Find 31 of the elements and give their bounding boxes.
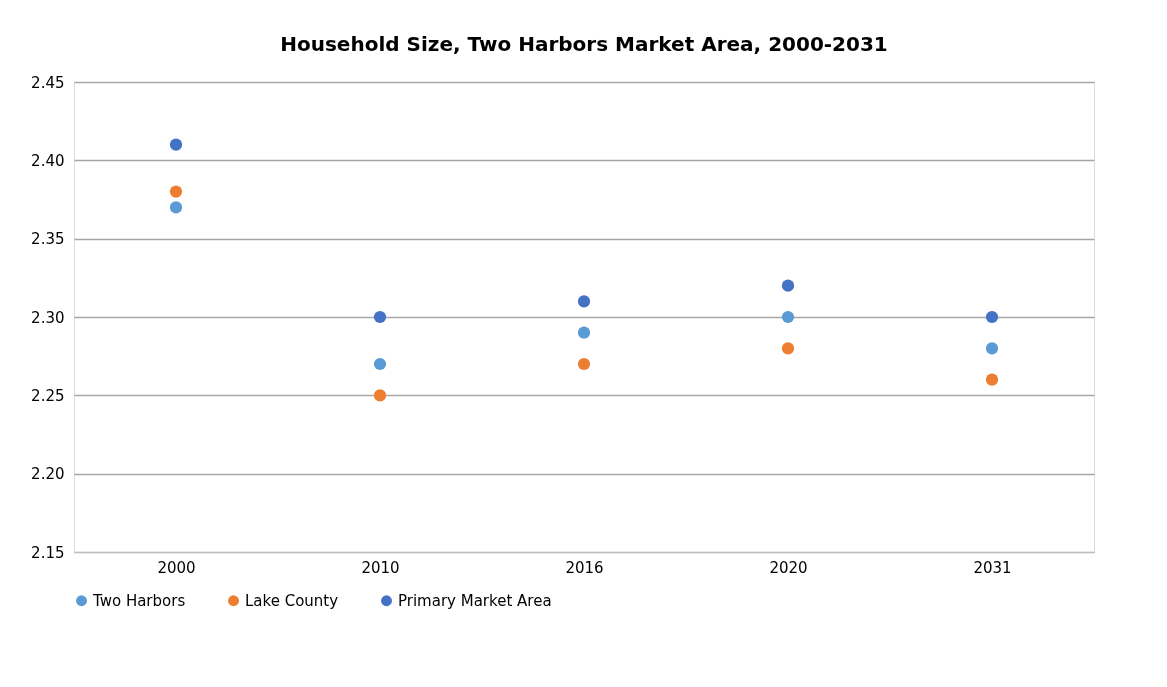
point: [169, 201, 183, 214]
x-tick-label: 2010: [361, 558, 400, 577]
x-tick-label: 2020: [769, 558, 808, 577]
legend-label: Primary Market Area: [398, 591, 552, 610]
y-tick-label: 2.15: [31, 543, 65, 562]
point: [781, 310, 795, 324]
y-tick-label: 2.20: [31, 465, 65, 484]
y-tick-label: 2.25: [31, 386, 65, 405]
y-tick-label: 2.45: [31, 73, 65, 92]
point: [781, 279, 795, 292]
y-tick-label: 2.40: [31, 151, 65, 170]
point: [985, 342, 999, 355]
point: [169, 185, 183, 198]
point: [373, 357, 387, 371]
chart-title: Household Size, Two Harbors Market Area, 2000-2031: [280, 32, 888, 56]
point: [577, 357, 591, 371]
point: [577, 295, 591, 308]
point: [373, 389, 387, 402]
y-tick-label: 2.30: [31, 308, 65, 327]
point: [577, 326, 591, 339]
point: [985, 310, 999, 324]
legend-label: Two Harbors: [92, 591, 186, 610]
x-tick-label: 2016: [565, 558, 604, 577]
point: [781, 342, 795, 355]
legend-label: Lake County: [245, 591, 339, 610]
x-tick-label: 2031: [973, 558, 1012, 577]
y-tick-label: 2.35: [31, 230, 65, 249]
x-tick-label: 2000: [157, 558, 196, 577]
point: [985, 373, 999, 386]
point: [373, 310, 387, 324]
point: [169, 138, 183, 151]
